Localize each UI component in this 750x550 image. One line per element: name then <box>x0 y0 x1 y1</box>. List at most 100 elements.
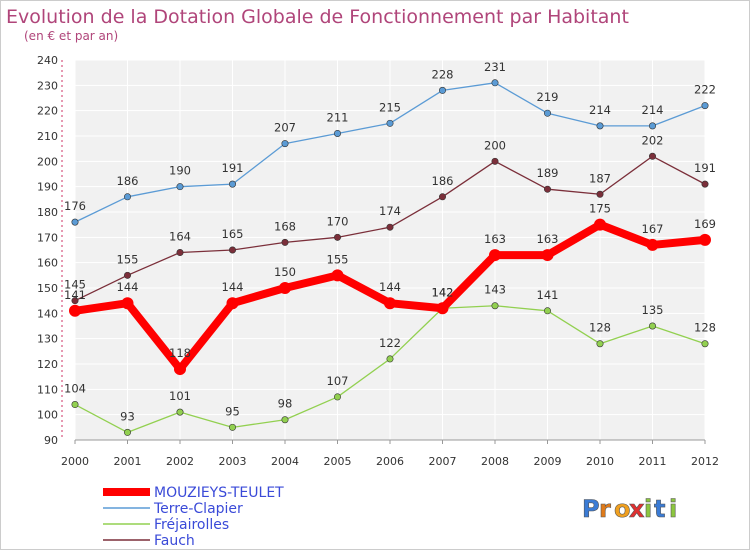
data-label: 141 <box>64 288 86 302</box>
legend-label: Fréjairolles <box>154 517 229 533</box>
data-point <box>701 102 709 110</box>
data-label: 190 <box>169 164 191 178</box>
data-label: 155 <box>327 252 349 266</box>
data-point <box>386 119 394 127</box>
data-point <box>543 307 551 315</box>
data-point <box>176 183 184 191</box>
data-label: 144 <box>379 280 401 294</box>
logo-letter: x <box>629 495 645 523</box>
data-label: 186 <box>432 174 454 188</box>
x-tick-label: 2005 <box>324 455 352 468</box>
data-point <box>281 416 289 424</box>
x-tick-label: 2000 <box>61 455 89 468</box>
data-point <box>648 152 656 160</box>
data-label: 222 <box>694 83 716 97</box>
data-label: 163 <box>537 232 559 246</box>
data-label: 122 <box>379 336 401 350</box>
x-tick-label: 2008 <box>481 455 509 468</box>
data-label: 175 <box>589 202 611 216</box>
x-tick-label: 2004 <box>271 455 299 468</box>
chart-title: Evolution de la Dotation Globale de Fonc… <box>6 6 629 28</box>
data-point <box>596 340 604 348</box>
data-label: 187 <box>589 171 611 185</box>
x-tick-label: 2007 <box>429 455 457 468</box>
data-label: 150 <box>274 265 296 279</box>
y-tick-label: 90 <box>44 434 58 447</box>
data-point <box>333 233 341 241</box>
data-label: 141 <box>537 288 559 302</box>
data-point <box>124 271 132 279</box>
data-point <box>71 401 79 409</box>
data-point <box>229 180 237 188</box>
data-label: 186 <box>117 174 139 188</box>
data-point <box>489 249 501 262</box>
x-tick-label: 2001 <box>114 455 142 468</box>
data-point <box>646 238 659 251</box>
data-label: 107 <box>327 374 349 388</box>
data-label: 170 <box>327 214 349 228</box>
logo-letter: P <box>582 495 600 523</box>
data-label: 128 <box>694 321 716 335</box>
data-point <box>491 157 499 165</box>
data-point <box>648 322 656 330</box>
plot-area: 90 100 110 120 130 140 150 160 170 180 190 200 210 22… <box>37 54 719 468</box>
data-point <box>121 297 134 310</box>
data-point <box>436 302 449 315</box>
data-point <box>226 297 239 310</box>
data-label: 176 <box>64 199 86 213</box>
x-tick-label: 2006 <box>376 455 404 468</box>
y-tick-label: 120 <box>37 358 58 371</box>
series-terre-clapier: 176 186 190 191 207 211 215 228 231 219 214 214 222 <box>64 60 716 226</box>
y-tick-label: 220 <box>37 105 58 118</box>
logo-letter: i <box>644 495 652 523</box>
data-point <box>71 297 79 305</box>
y-tick-label: 230 <box>37 79 58 92</box>
data-label: 143 <box>484 283 506 297</box>
data-point <box>386 355 394 363</box>
data-point <box>229 246 237 254</box>
data-label: 165 <box>222 227 244 241</box>
data-point <box>71 218 79 226</box>
data-label: 219 <box>537 90 559 104</box>
series-fauch: 145 155 164 165 168 170 174 186 200 189 187 202 191 <box>64 133 716 305</box>
chart-subtitle: (en € et par an) <box>24 29 118 43</box>
data-point <box>438 193 446 201</box>
data-label: 93 <box>120 409 135 423</box>
data-label: 142 <box>432 285 454 299</box>
data-label: 104 <box>64 382 86 396</box>
x-tick-label: 2002 <box>166 455 194 468</box>
y-tick-label: 140 <box>37 307 58 320</box>
data-point <box>438 86 446 94</box>
y-tick-label: 160 <box>37 257 58 270</box>
y-tick-label: 150 <box>37 282 58 295</box>
data-label: 200 <box>484 138 506 152</box>
data-point <box>69 304 81 317</box>
data-label: 207 <box>274 121 296 135</box>
data-label: 101 <box>169 389 191 403</box>
data-label: 174 <box>379 204 401 218</box>
data-label: 144 <box>117 280 139 294</box>
data-point <box>333 393 341 401</box>
data-label: 167 <box>642 222 664 236</box>
y-tick-label: 210 <box>37 130 58 143</box>
data-point <box>491 302 499 310</box>
data-point <box>596 122 604 130</box>
data-point <box>648 122 656 130</box>
y-tick-label: 170 <box>37 231 58 244</box>
legend-label: MOUZIEYS-TEULET <box>154 485 284 501</box>
data-point <box>594 218 606 231</box>
data-point <box>176 249 184 257</box>
y-tick-label: 240 <box>37 54 58 67</box>
data-point <box>384 297 396 310</box>
legend-label: Terre-Clapier <box>153 501 243 517</box>
x-tick-label: 2003 <box>219 455 247 468</box>
data-label: 164 <box>169 230 191 244</box>
data-point <box>331 269 344 282</box>
data-label: 214 <box>642 103 664 117</box>
legend: MOUZIEYS-TEULETTerre-ClapierFréjairolles… <box>103 485 284 549</box>
data-point <box>281 140 289 148</box>
x-tick-label: 2011 <box>639 455 667 468</box>
data-point <box>543 185 551 193</box>
